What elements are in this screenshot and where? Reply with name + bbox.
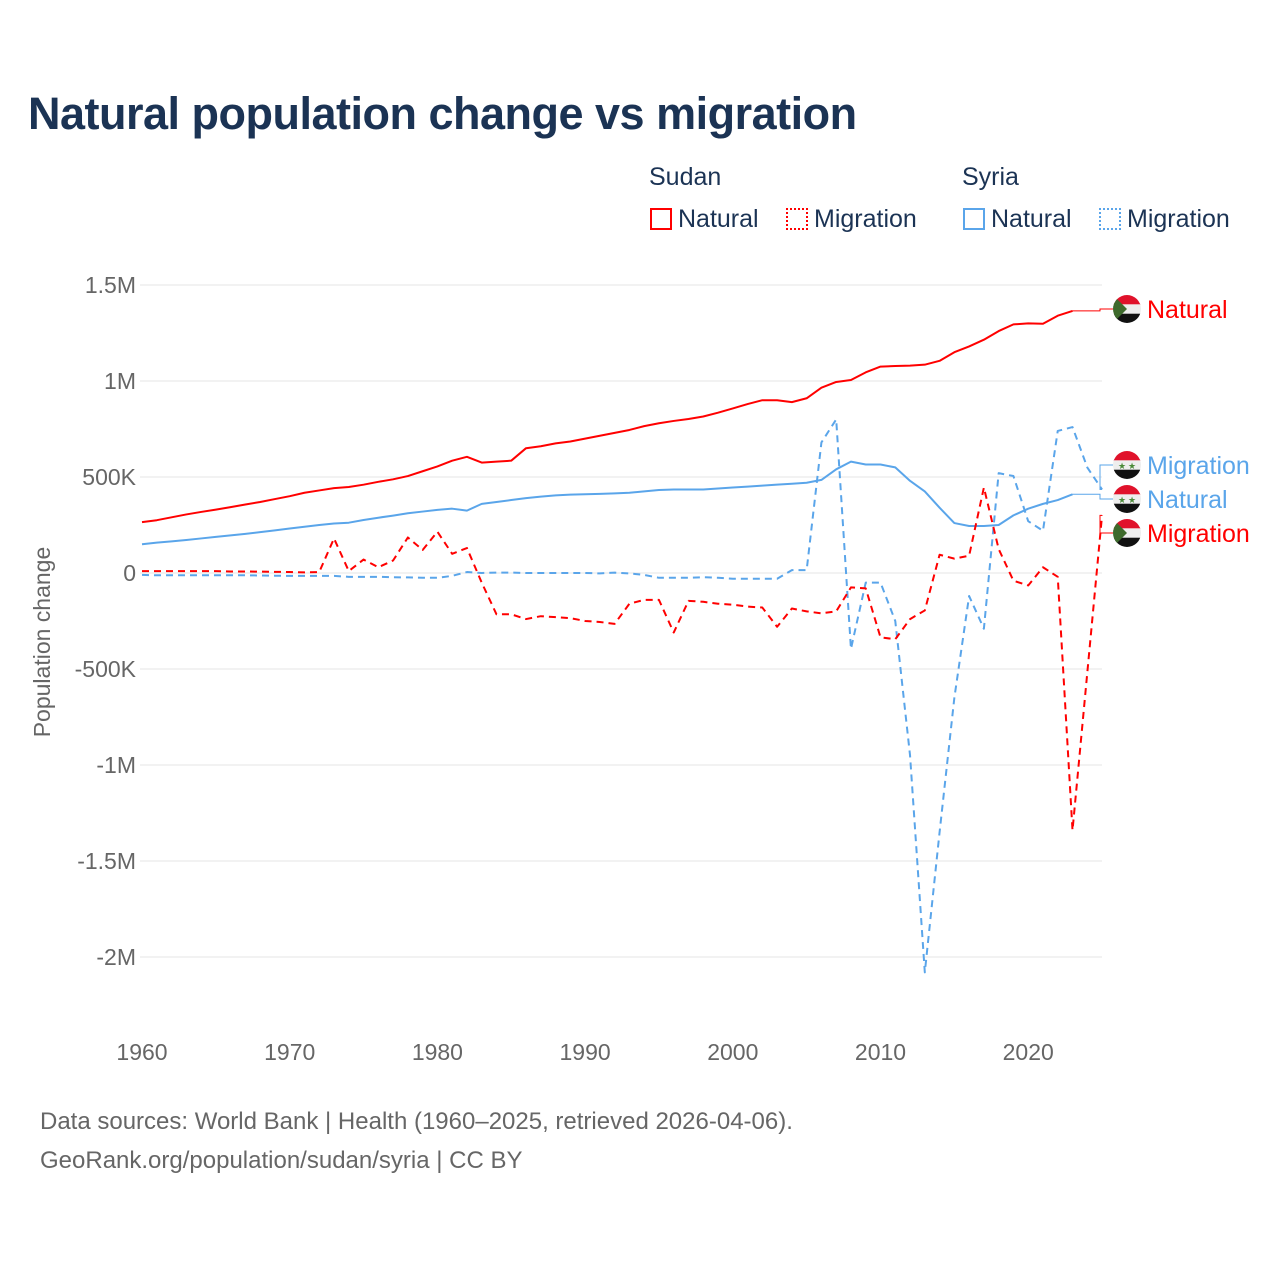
label-connector [1099,514,1113,534]
series-line-syria-migration [141,418,1103,974]
sudan-flag-icon [1113,295,1141,323]
x-tick-label: 2020 [1003,1039,1054,1065]
x-tick-label: 1960 [116,1039,167,1065]
svg-text:★: ★ [1128,495,1136,505]
series-line-syria-natural [141,460,1073,546]
svg-text:★: ★ [1118,461,1126,471]
legend-swatch-solid [650,208,672,230]
legend-sudan-migration[interactable]: Migration [786,205,917,234]
syria-flag-icon: ★ ★ [1113,485,1141,513]
y-tick-label: -1M [96,752,136,778]
y-axis-label: Population change [29,547,55,738]
legend-syria-migration[interactable]: Migration [1099,205,1230,234]
series-end-label: Natural [1147,296,1228,324]
y-tick-label: 1M [104,368,136,394]
legend-label: Natural [991,205,1072,233]
series-end-label: Migration [1147,520,1250,548]
legend-group-syria: Syria [962,163,1019,191]
series-end-label: Migration [1147,452,1250,480]
legend-group-sudan: Sudan [649,163,722,191]
y-tick-label: 1.5M [85,272,136,298]
y-tick-label: 0 [123,560,136,586]
x-tick-label: 2000 [707,1039,758,1065]
y-tick-label: -500K [75,656,137,682]
label-connector [1072,308,1113,312]
legend-label: Migration [1127,205,1230,233]
x-tick-label: 2010 [855,1039,906,1065]
svg-text:★: ★ [1118,495,1126,505]
y-tick-label: -1.5M [77,848,136,874]
legend-swatch-dotted [1099,208,1121,230]
source-link[interactable]: GeoRank.org/population/sudan/syria | CC … [40,1147,523,1174]
syria-flag-icon: ★ ★ [1113,451,1141,479]
y-tick-label: -2M [96,944,136,970]
source-text: Data sources: World Bank | Health (1960–… [40,1108,793,1135]
sudan-flag-icon [1113,519,1141,547]
series-line-sudan-natural [141,309,1073,524]
legend-swatch-dotted [786,208,808,230]
x-tick-label: 1980 [412,1039,463,1065]
x-tick-label: 1970 [264,1039,315,1065]
legend-swatch-solid [963,208,985,230]
series-end-label: Natural [1147,486,1228,514]
label-connector [1099,464,1113,490]
x-tick-label: 1990 [560,1039,611,1065]
series-line-sudan-migration [142,486,1104,832]
legend-label: Natural [678,205,759,233]
y-tick-label: 500K [82,464,136,490]
svg-text:★: ★ [1128,461,1136,471]
legend-sudan-natural[interactable]: Natural [650,205,759,234]
chart-title: Natural population change vs migration [28,88,857,139]
label-connector [1072,493,1113,500]
legend-syria-natural[interactable]: Natural [963,205,1072,234]
legend-label: Migration [814,205,917,233]
